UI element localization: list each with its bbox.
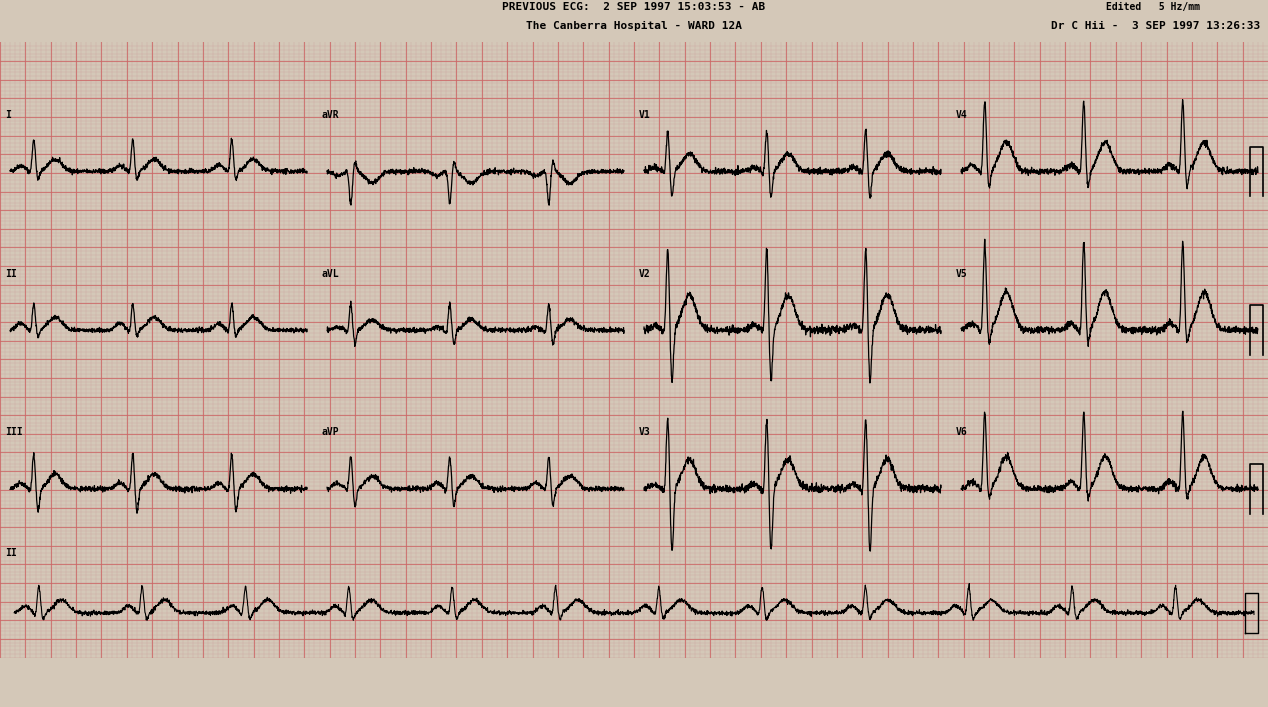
Text: V2: V2 (639, 269, 650, 279)
Text: Dr C Hii -  3 SEP 1997 13:26:33: Dr C Hii - 3 SEP 1997 13:26:33 (1051, 21, 1260, 31)
Text: II: II (5, 269, 16, 279)
Text: V6: V6 (956, 427, 967, 438)
Text: Edited   5 Hz/mm: Edited 5 Hz/mm (1106, 2, 1200, 12)
Text: aVL: aVL (322, 269, 340, 279)
Text: The Canberra Hospital - WARD 12A: The Canberra Hospital - WARD 12A (526, 21, 742, 31)
Text: V3: V3 (639, 427, 650, 438)
Text: V4: V4 (956, 110, 967, 120)
Text: V1: V1 (639, 110, 650, 120)
Text: II: II (5, 549, 16, 559)
Text: I: I (5, 110, 11, 120)
Text: aVP: aVP (322, 427, 340, 438)
Text: III: III (5, 427, 23, 438)
Text: aVR: aVR (322, 110, 340, 120)
Text: V5: V5 (956, 269, 967, 279)
Text: PREVIOUS ECG:  2 SEP 1997 15:03:53 - AB: PREVIOUS ECG: 2 SEP 1997 15:03:53 - AB (502, 2, 766, 12)
